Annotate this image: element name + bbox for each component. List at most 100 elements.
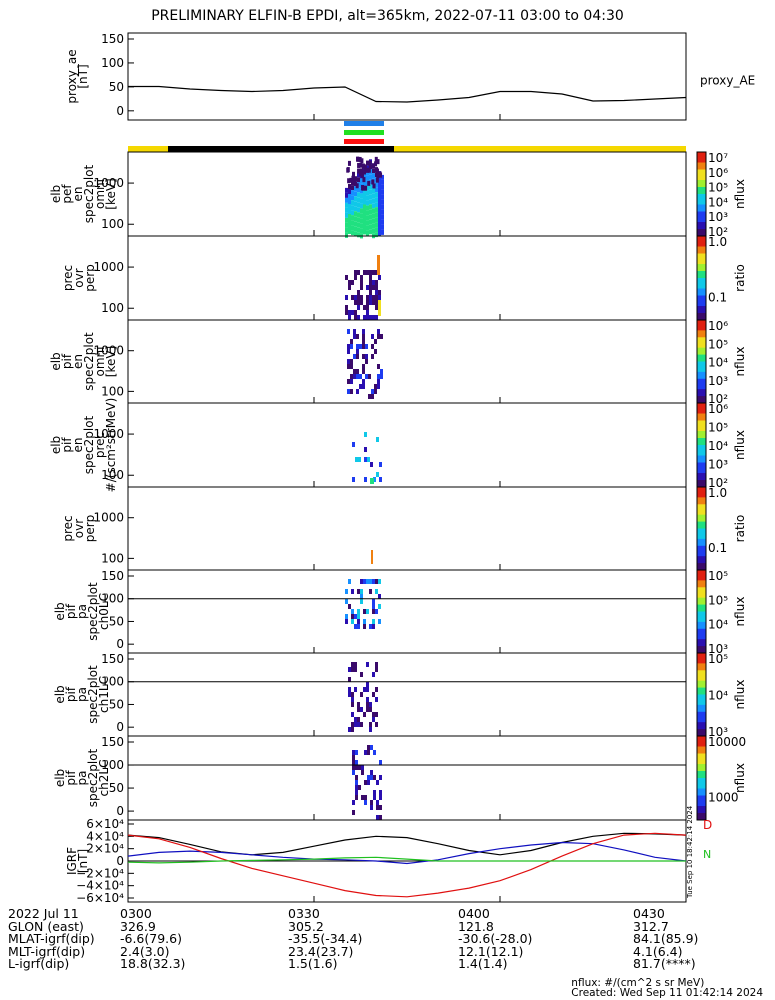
- ylabel-line: [nT]: [76, 849, 90, 873]
- colorbar-unit: nflux: [733, 179, 747, 209]
- ratio-mark-yellow: [378, 300, 381, 316]
- ylabel-line: en: [71, 354, 85, 369]
- colorbar-label: 10³: [708, 210, 728, 224]
- ephem-value: 1.4(1.4): [458, 956, 508, 971]
- colorbar-label: 10²: [708, 476, 728, 490]
- side-stamp-text: Tue Sep 10 18:42:14 2024: [686, 805, 694, 899]
- panel-frame-1: [127, 151, 687, 237]
- colorbar-label: 10²: [708, 392, 728, 406]
- ylabel-line: prec: [61, 265, 75, 291]
- ytick-label: 50: [109, 80, 124, 94]
- igrf-label-d: D: [703, 818, 712, 832]
- ytick-label: 1000: [93, 344, 124, 358]
- science-bar-red: [344, 139, 384, 144]
- ytick-label: 100: [101, 468, 124, 482]
- ylabel-line: ovr: [72, 268, 86, 287]
- ephem-value: 0430: [633, 906, 665, 921]
- ylabel-line: [nT]: [76, 64, 90, 88]
- colorbar-label: 1.0: [708, 235, 727, 249]
- ephem-value: 312.7: [633, 918, 669, 934]
- ratio-mark-orange: [377, 255, 380, 275]
- ylabel-line: elb: [49, 352, 63, 370]
- ylabel-line: omni: [93, 179, 107, 209]
- ylabel-line: pa: [75, 604, 89, 619]
- colorbar-1: [697, 152, 706, 237]
- colorbar-unit: nflux: [733, 763, 747, 793]
- colorbar-label: 10⁶: [708, 319, 728, 333]
- chart-title: PRELIMINARY ELFIN-B EPDI, alt=365km, 202…: [151, 8, 624, 24]
- colorbar-unit-7: nflux: [733, 680, 747, 710]
- ylabel-line: pif: [64, 603, 78, 619]
- prec-mark-green: [370, 478, 374, 484]
- colorbar-unit: nflux: [733, 597, 747, 627]
- ylabel-line: elb: [49, 185, 63, 203]
- pif-omni-spectrogram: [347, 329, 383, 399]
- ylabel-line: prec: [61, 515, 75, 541]
- colorbar-unit-4: nflux: [733, 430, 747, 460]
- ylabel-line: spec2plot: [86, 582, 100, 641]
- ylabel-0: proxy_ae[nT]: [65, 49, 90, 103]
- panel-frame-3: [127, 319, 687, 404]
- ephem-value: 23.4(23.7): [288, 943, 354, 959]
- ytick-label: 50: [109, 697, 124, 711]
- side-stamp: Tue Sep 10 18:42:14 2024: [686, 805, 694, 899]
- ylabel-line: [keV]: [104, 346, 118, 377]
- colorbar-label: 10⁴: [708, 195, 728, 209]
- colorbar-5: [697, 487, 706, 571]
- ratio-mark-2: [371, 550, 373, 564]
- ylabel-line: elb: [53, 602, 67, 620]
- ephem-value: 0300: [120, 906, 152, 921]
- colorbar-unit-2: ratio: [733, 264, 747, 292]
- ephem-row: L-igrf(dip) 18.8(32.3) 1.5(1.6) 1.4(1.4) 81.…: [8, 956, 768, 971]
- ytick-label: 100: [101, 592, 124, 606]
- ephem-value: 121.8: [458, 918, 494, 934]
- colorbar-label: 10⁶: [708, 166, 728, 180]
- ytick-label: 100: [101, 56, 124, 70]
- ylabel-line: spec2plot: [82, 415, 96, 474]
- proxy-ae-line: [128, 85, 687, 103]
- ephem-value: 12.1(12.1): [458, 943, 524, 959]
- colorbar-6: [697, 570, 706, 654]
- colorbar-frame-8: [696, 735, 707, 821]
- ephem-value: 18.8(32.3): [120, 956, 186, 971]
- ephemeris-table: 2022 Jul 11 0300 0330 0400 0430 GLON (east) 32…: [8, 906, 768, 971]
- ephem-value: 326.9: [120, 918, 156, 934]
- ephem-value: 305.2: [288, 918, 324, 934]
- igrf-line-blue: [127, 841, 687, 865]
- ylabel-line: spec2plot: [86, 748, 100, 807]
- ytick-label: 0: [116, 720, 124, 734]
- ylabel-line: [keV]: [104, 178, 118, 209]
- colorbar-4: [697, 403, 706, 488]
- ytick-label: 100: [101, 217, 124, 231]
- ytick-label: 150: [101, 735, 124, 749]
- panel-frame-0: [127, 32, 687, 121]
- ytick-label: 6×10⁴: [86, 817, 124, 831]
- ytick-label: 0: [116, 854, 124, 868]
- panel-frame-2: [127, 235, 687, 321]
- ylabel-line: ch2LC: [97, 760, 111, 797]
- ytick-label: 1000: [93, 260, 124, 274]
- panel-frame-4: [127, 402, 687, 488]
- colorbar-label: 0.1: [708, 291, 727, 305]
- panel-frame-5: [127, 486, 687, 571]
- ytick-label: 150: [101, 569, 124, 583]
- created-stamp: Created: Wed Sep 11 01:42:14 2024: [571, 987, 763, 999]
- ylabel-line: prec: [93, 432, 107, 458]
- colorbar-label: 10³: [708, 642, 728, 656]
- ytick-label: −4×10⁴: [76, 879, 124, 893]
- ytick-label: 50: [109, 781, 124, 795]
- ephem-label: 2022 Jul 11: [8, 906, 79, 921]
- ephem-value: -30.6(-28.0): [458, 931, 533, 946]
- ylabel-line: spec2plot: [82, 332, 96, 391]
- sunlight-bar: [128, 146, 686, 152]
- ylabel-line: IGRF: [65, 847, 79, 875]
- colorbar-unit-8: nflux: [733, 763, 747, 793]
- ylabel-9: IGRF[nT]: [65, 847, 90, 875]
- ylabel-line: perp: [83, 515, 97, 543]
- colorbar-label: 10³: [708, 458, 728, 472]
